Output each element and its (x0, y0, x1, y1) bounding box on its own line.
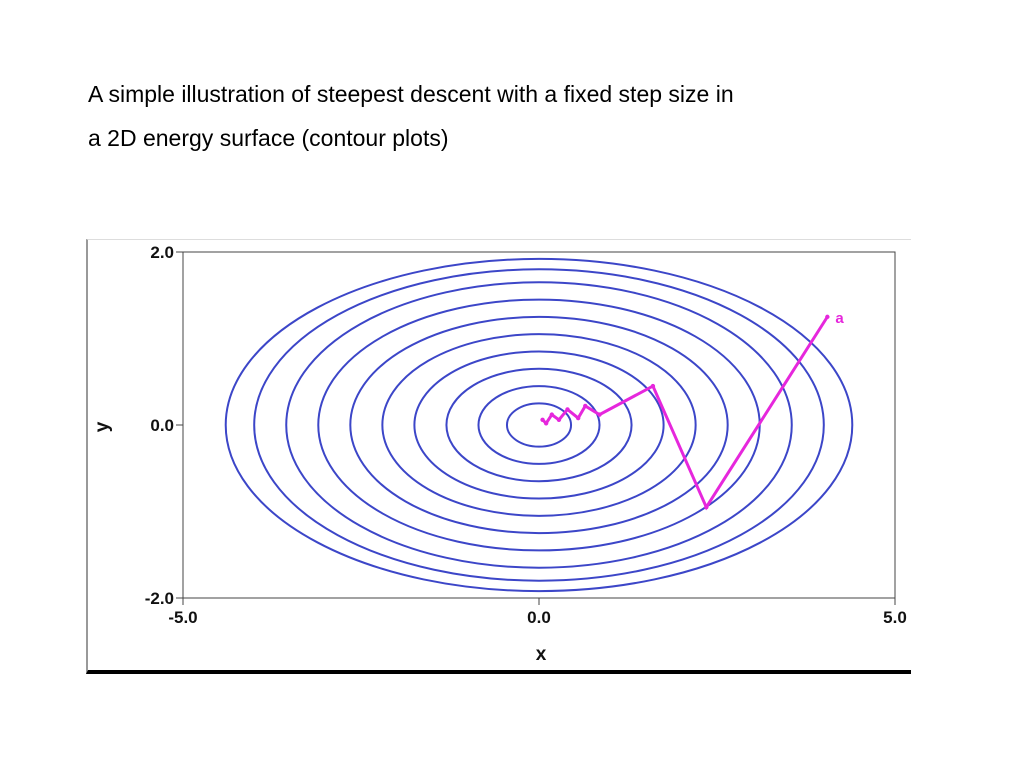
descent-path-point (556, 417, 562, 423)
contour-ellipse-6 (349, 315, 729, 535)
y-tick-label: 2.0 (150, 243, 174, 262)
descent-path-layer: a (540, 310, 844, 511)
start-point-label: a (835, 310, 844, 327)
x-axis-label: x (536, 644, 547, 665)
contour-ellipse-9 (253, 268, 825, 582)
y-tick-label: 0.0 (150, 416, 174, 435)
slide-caption: A simple illustration of steepest descen… (88, 72, 948, 160)
contour-chart: -5.0 0.0 5.0 2.0 0.0 -2.0 a x y (92, 243, 907, 665)
contour-ellipse-8 (285, 281, 793, 569)
x-tick-label: 5.0 (883, 608, 907, 627)
descent-path-point (565, 407, 570, 412)
contour-ellipse-2 (477, 385, 601, 465)
descent-path-point (543, 421, 549, 426)
tick-layer: -5.0 0.0 5.0 2.0 0.0 -2.0 (145, 243, 907, 627)
descent-path-point (540, 417, 545, 423)
contour-ellipse-1 (505, 402, 573, 448)
y-axis-label: y (92, 421, 113, 432)
contour-ellipse-10 (224, 257, 854, 593)
caption-line-2: a 2D energy surface (contour plots) (88, 125, 449, 151)
x-tick-label: 0.0 (527, 608, 551, 627)
plot-area-frame (182, 251, 896, 599)
descent-path-point (583, 403, 588, 409)
descent-path-point (597, 412, 602, 417)
x-tick-label: -5.0 (168, 608, 197, 627)
caption-line-1: A simple illustration of steepest descen… (88, 81, 734, 107)
descent-path-point (549, 412, 555, 417)
contour-ellipse-4 (413, 350, 665, 500)
descent-path-point (704, 504, 709, 510)
contour-ellipse-7 (317, 298, 761, 552)
descent-path-point (825, 314, 830, 320)
contour-ellipse-3 (445, 367, 633, 483)
y-tick-label: -2.0 (145, 589, 174, 608)
figure-frame: -5.0 0.0 5.0 2.0 0.0 -2.0 a x y (86, 239, 911, 674)
descent-path-point (650, 383, 656, 389)
contour-ellipse-5 (381, 333, 697, 517)
descent-path-point (575, 415, 581, 421)
contour-layer (224, 257, 854, 593)
